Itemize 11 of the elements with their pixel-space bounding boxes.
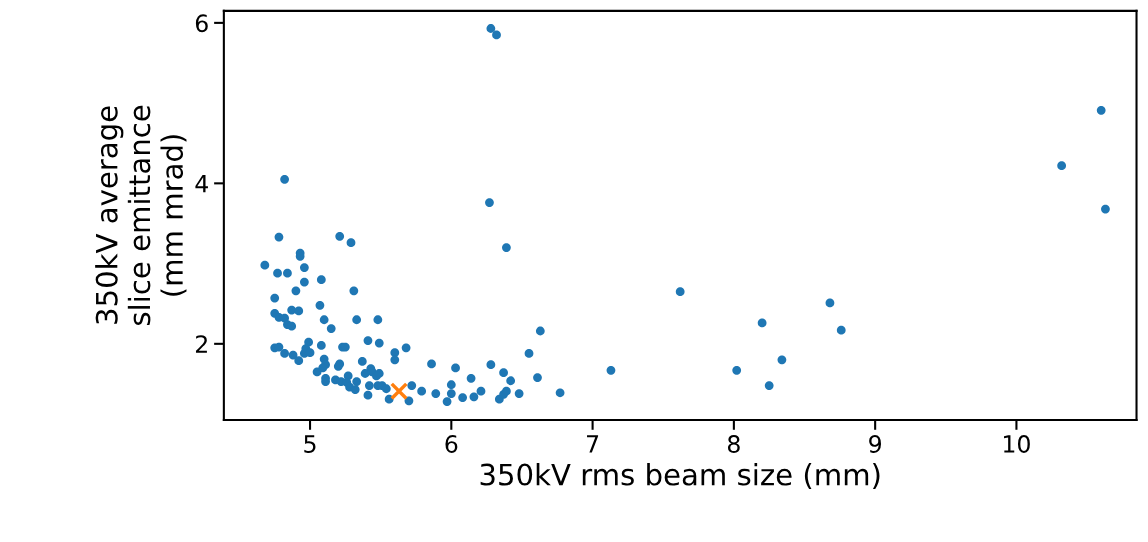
- y-axis-title: 350kV average slice emittance (mm mrad): [95, 105, 187, 326]
- y-tick-label: 6: [195, 14, 208, 33]
- y-tick-label: 4: [195, 175, 208, 193]
- x-tick-label: 6: [445, 435, 458, 453]
- x-tick-label: 10: [1004, 435, 1030, 453]
- x-tick-label: 9: [869, 435, 882, 453]
- y-tick-label: 2: [195, 335, 207, 353]
- x-tick-label: 8: [727, 435, 740, 453]
- x-tick-label: 7: [587, 435, 599, 453]
- x-axis-title: 350kV rms beam size (mm): [480, 463, 880, 490]
- x-tick-label: 5: [304, 435, 316, 453]
